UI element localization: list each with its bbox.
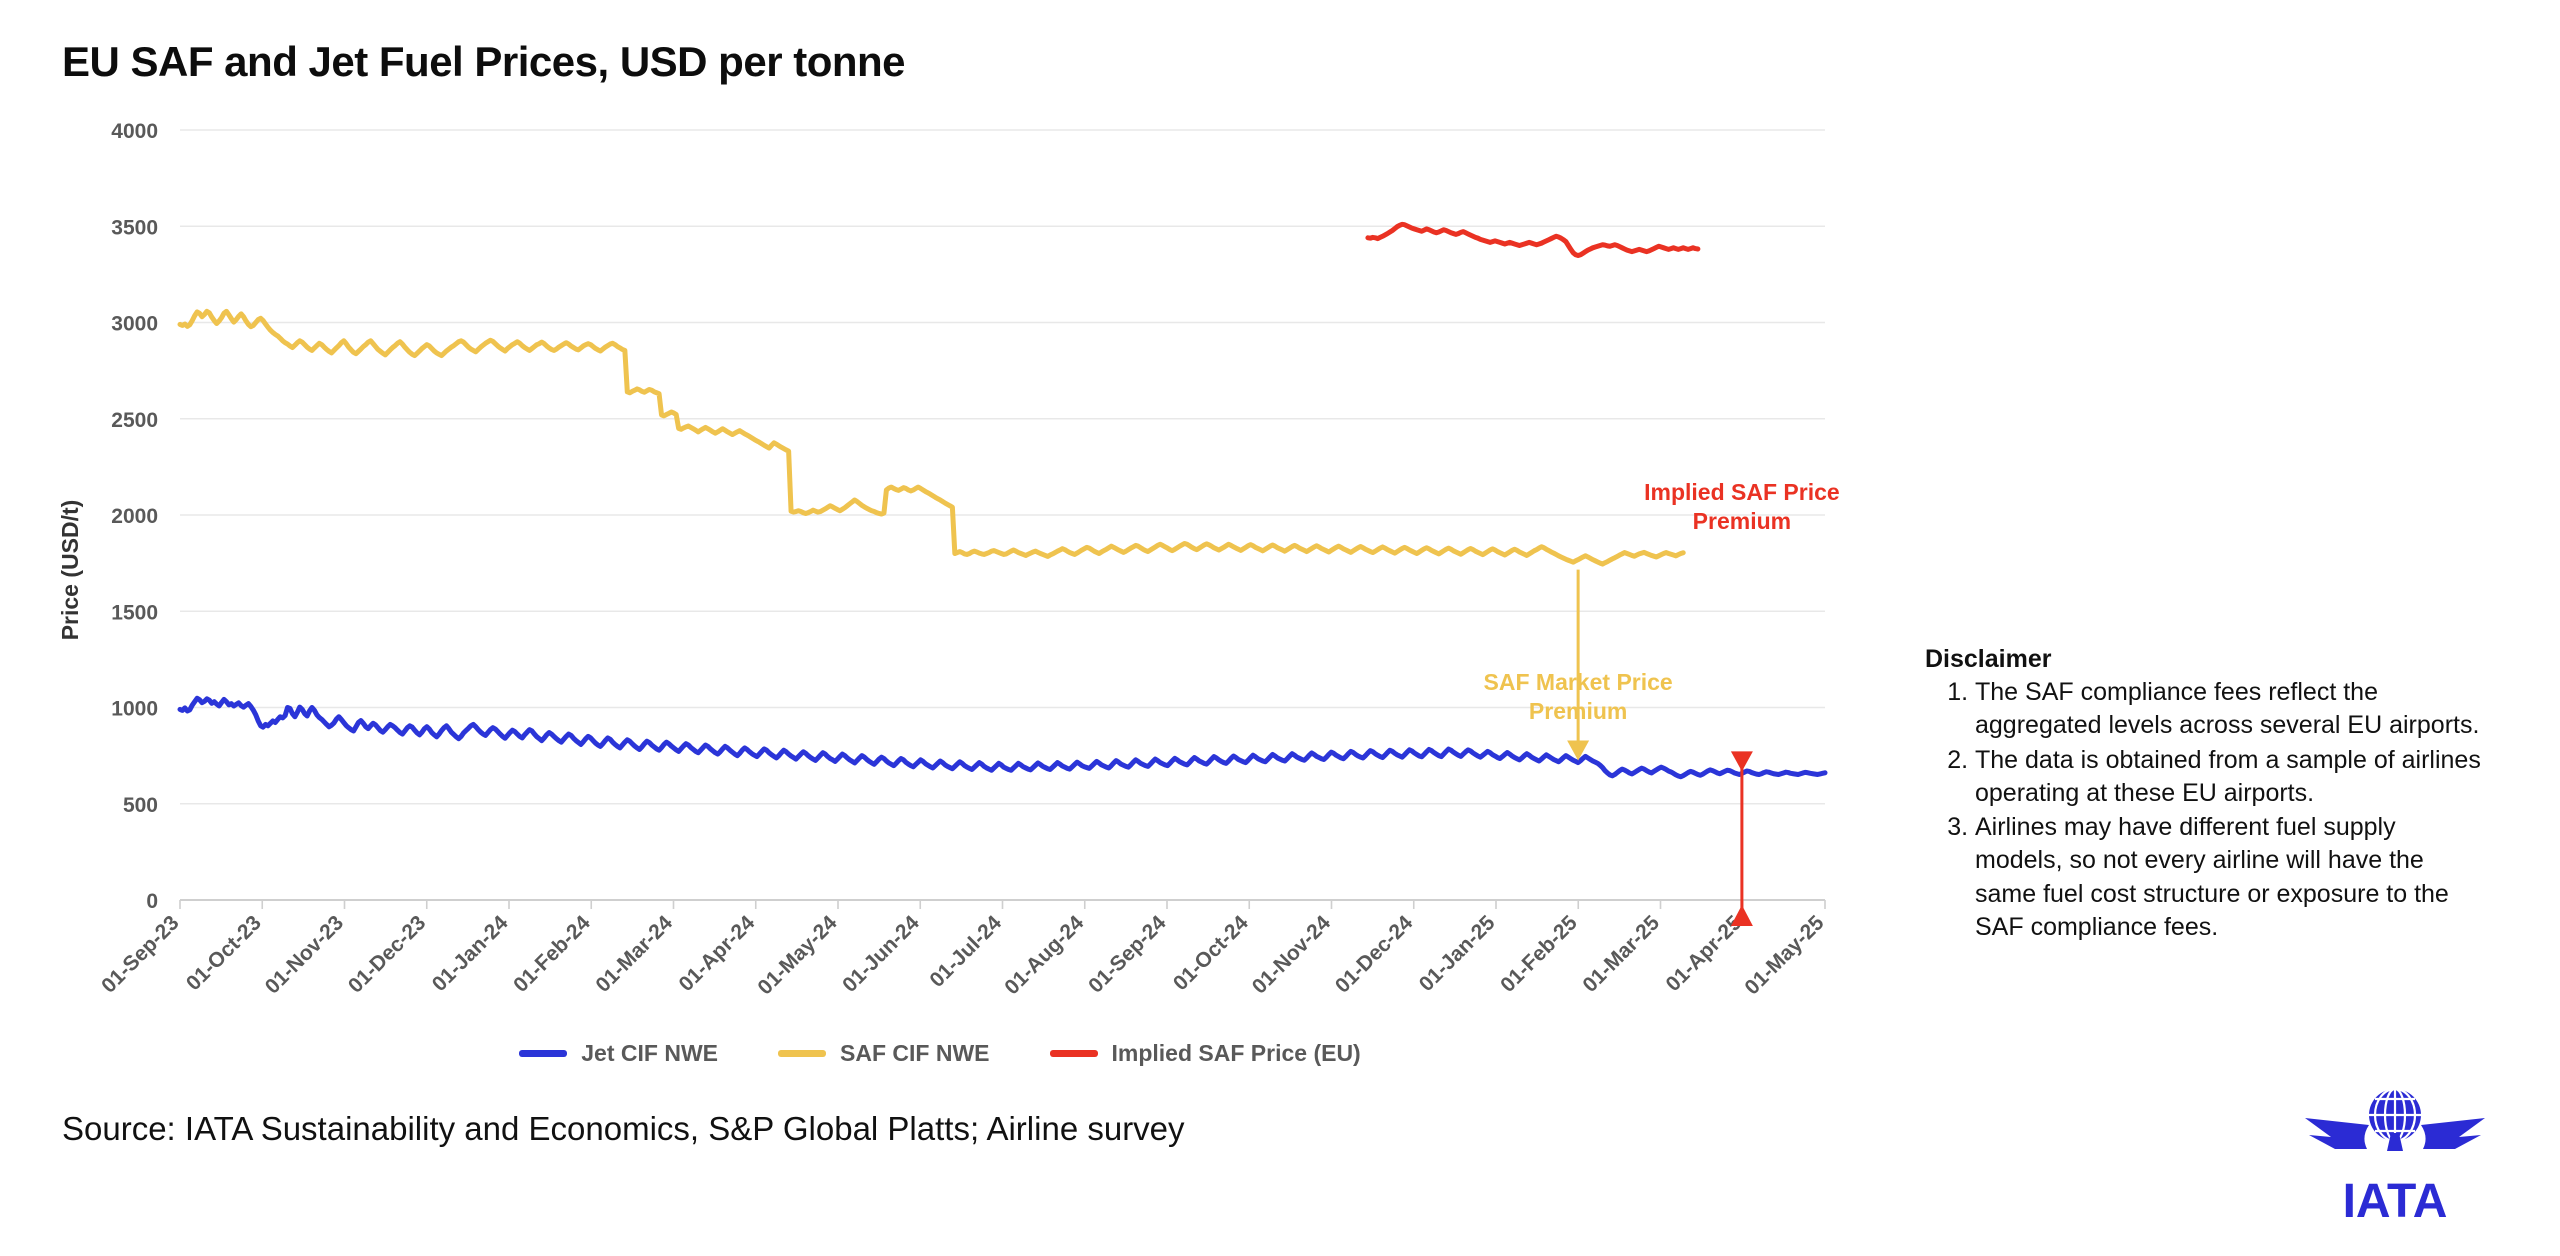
list-item: Airlines may have different fuel supply … — [1975, 811, 2485, 944]
chart-legend: Jet CIF NWE SAF CIF NWE Implied SAF Pric… — [0, 1040, 1880, 1067]
x-axis-tick-label: 01-Nov-23 — [261, 911, 348, 998]
y-axis-tick-label: 3500 — [111, 216, 158, 239]
y-axis-tick-label: 0 — [146, 890, 158, 913]
x-axis-tick-label: 01-Feb-24 — [509, 911, 595, 997]
x-axis-tick-label: 01-May-25 — [1740, 911, 1828, 999]
page-title: EU SAF and Jet Fuel Prices, USD per tonn… — [62, 38, 906, 85]
x-axis-tick-label: 01-Apr-24 — [675, 911, 760, 996]
saf-market-price-premium-label: SAF Market Price — [1484, 669, 1673, 695]
series-lines — [177, 221, 1828, 780]
x-axis-tick-label: 01-Aug-24 — [1000, 911, 1088, 999]
legend-label-implied-saf: Implied SAF Price (EU) — [1111, 1040, 1361, 1066]
y-axis-tick-label: 500 — [123, 794, 158, 817]
disclaimer-heading: Disclaimer — [1925, 645, 2052, 673]
x-axis-tick-label: 01-Dec-24 — [1331, 911, 1418, 998]
y-axis-tick-label: 4000 — [111, 120, 158, 143]
saf-market-price-premium-label: Premium — [1529, 698, 1627, 724]
x-axis-tick-label: 01-May-24 — [753, 911, 841, 999]
series-line-implied-saf-price-eu — [1365, 221, 1701, 259]
y-axis-tick-label: 2000 — [111, 505, 158, 528]
x-axis-tick-label: 01-Sep-23 — [97, 911, 183, 997]
legend-label-saf: SAF CIF NWE — [840, 1040, 990, 1066]
x-axis-tick-label: 01-Sep-24 — [1084, 911, 1171, 998]
x-axis-tick-labels: 01-Sep-2301-Oct-2301-Nov-2301-Dec-2301-J… — [97, 911, 1829, 999]
legend-swatch-saf — [778, 1050, 826, 1057]
legend-swatch-implied-saf — [1049, 1050, 1098, 1057]
x-axis-tick-label: 01-Jul-24 — [925, 911, 1006, 992]
y-axis-tick-label: 1000 — [111, 698, 158, 721]
series-line-jet-cif-nwe — [177, 695, 1828, 780]
x-axis-tick-label: 01-Oct-23 — [182, 911, 266, 995]
x-axis-tick-label: 01-Mar-24 — [591, 911, 677, 997]
x-axis-tick-label: 01-Dec-23 — [344, 911, 430, 997]
x-axis-tick-label: 01-Jan-24 — [428, 911, 513, 996]
x-axis-tick-marks — [179, 899, 1826, 909]
x-axis-tick-label: 01-Oct-24 — [1169, 911, 1253, 995]
implied-saf-price-premium-upper-arrow-head — [1730, 905, 1753, 926]
implied-saf-price-premium-arrow-head — [1730, 751, 1753, 772]
x-axis-tick-label: 01-Jan-25 — [1415, 911, 1500, 996]
legend-label-jet: Jet CIF NWE — [581, 1040, 718, 1066]
y-axis-tick-labels: 0 500 1000 1500 2000 2500 3000 3500 4000 — [111, 120, 158, 913]
x-axis-tick-label: 01-Feb-25 — [1496, 911, 1582, 997]
list-item: The SAF compliance fees reflect the aggr… — [1975, 676, 2485, 743]
implied-saf-price-premium-label: Premium — [1693, 508, 1791, 534]
legend-swatch-jet — [519, 1050, 568, 1057]
disclaimer-list: The SAF compliance fees reflect the aggr… — [1925, 676, 2485, 944]
y-axis-tick-label: 2500 — [111, 409, 158, 432]
disclaimer-block: Disclaimer The SAF compliance fees refle… — [1925, 645, 2485, 945]
chart-annotations: Implied SAF Price Premium SAF Market Price… — [1484, 479, 1840, 926]
implied-saf-price-premium-label: Implied SAF Price — [1644, 479, 1840, 505]
series-line-saf-cif-nwe — [177, 308, 1686, 567]
iata-logo-icon: IATA — [2305, 1087, 2485, 1228]
source-note: Source: IATA Sustainability and Economic… — [62, 1110, 1185, 1147]
x-axis-tick-label: 01-Mar-25 — [1578, 911, 1664, 997]
x-axis-tick-label: 01-Nov-24 — [1248, 911, 1335, 998]
saf-market-price-premium-arrow-head — [1567, 740, 1590, 761]
price-line-chart: 0 500 1000 1500 2000 2500 3000 3500 4000 01-Sep-… — [57, 120, 1840, 999]
grid-lines — [180, 129, 1825, 901]
chart-container: 0 500 1000 1500 2000 2500 3000 3500 4000 01-Sep-… — [0, 110, 1880, 1070]
iata-logo-text: IATA — [2343, 1175, 2448, 1228]
y-axis-tick-label: 3000 — [111, 313, 158, 336]
list-item: The data is obtained from a sample of ai… — [1975, 744, 2485, 811]
iata-logo: IATA — [2295, 1085, 2495, 1235]
legend-item-jet[interactable]: Jet CIF NWE — [519, 1040, 718, 1067]
y-axis-tick-label: 1500 — [111, 601, 158, 624]
legend-item-saf[interactable]: SAF CIF NWE — [778, 1040, 990, 1067]
x-axis-tick-label: 01-Jun-24 — [838, 911, 924, 997]
y-axis-label: Price (USD/t) — [57, 500, 83, 641]
legend-item-implied-saf[interactable]: Implied SAF Price (EU) — [1049, 1040, 1361, 1067]
